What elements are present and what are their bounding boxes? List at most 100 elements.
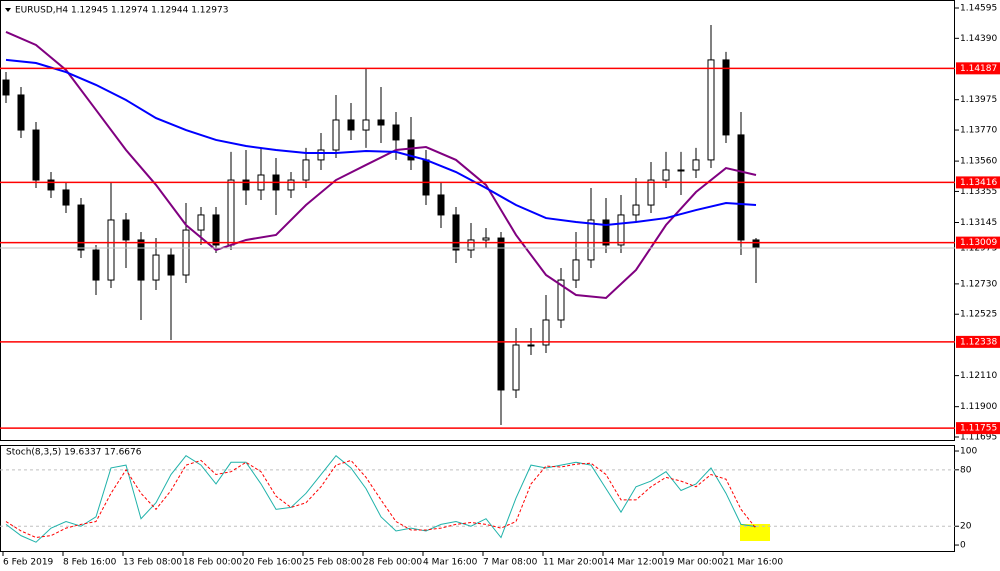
x-tick-label: 4 Mar 16:00 (423, 558, 478, 568)
stoch-line (5, 459, 757, 539)
hline-label-box (956, 422, 1000, 435)
hline-label-box (956, 236, 1000, 249)
y-tick-label: 1.12110 (960, 371, 997, 381)
y-tick-label: 1.13145 (960, 218, 997, 228)
candle-body (137, 239, 145, 281)
hline-label-box (956, 62, 1000, 75)
y-tick-label: 1.13975 (960, 95, 997, 105)
candle-body (617, 214, 625, 246)
candle-body (737, 134, 745, 241)
candle-body (62, 189, 70, 206)
candle-body (302, 159, 310, 181)
candle-body (752, 239, 760, 249)
y-tick-label: 0 (960, 541, 966, 551)
candle-body (452, 214, 460, 251)
stoch-title: Stoch(8,3,5) 19.6337 17.6676 (6, 448, 142, 458)
candle-body (632, 204, 640, 216)
hline-label: 1.11755 (960, 424, 997, 434)
y-tick-label: 1.13560 (960, 157, 997, 167)
stoch-line (5, 455, 757, 543)
hline-label-box (956, 335, 1000, 348)
candle-body (527, 344, 535, 347)
candle-body (467, 239, 475, 251)
candle-body (107, 219, 115, 281)
y-tick-label: 1.14595 (960, 3, 997, 13)
candle-body (407, 139, 415, 161)
hline-label-box (956, 176, 1000, 189)
moving-average (5, 31, 757, 299)
hline-label: 1.12338 (960, 337, 997, 347)
candle-body (287, 179, 295, 191)
x-tick-label: 7 Mar 08:00 (483, 558, 538, 568)
candle-body (347, 119, 355, 131)
candle-body (422, 159, 430, 196)
hline-label: 1.13416 (960, 178, 997, 188)
candle-body (317, 149, 325, 161)
candle-body (512, 344, 520, 391)
candle-body (572, 259, 580, 281)
candle-body (377, 119, 385, 126)
x-tick-label: 18 Feb 00:00 (183, 558, 242, 568)
chart-title: EURUSD,H4 1.12945 1.12974 1.12944 1.1297… (15, 6, 228, 16)
candle-body (47, 179, 55, 191)
y-tick-label: 100 (960, 447, 977, 457)
candle-body (557, 279, 565, 321)
candle-body (692, 159, 700, 171)
x-tick-label: 20 Feb 16:00 (243, 558, 302, 568)
candle-body (122, 219, 130, 241)
x-tick-label: 21 Mar 16:00 (723, 558, 783, 568)
x-tick-label: 25 Feb 08:00 (303, 558, 362, 568)
candle-body (587, 219, 595, 261)
y-tick-label: 1.13770 (960, 126, 997, 136)
candle-body (722, 59, 730, 136)
candle-body (17, 94, 25, 131)
candle-body (227, 179, 235, 246)
moving-average (5, 58, 757, 227)
y-tick-label: 80 (960, 465, 972, 475)
highlight (740, 524, 770, 541)
y-tick-label: 1.12730 (960, 279, 997, 289)
candle-body (362, 119, 370, 131)
y-tick-label: 1.11695 (960, 433, 997, 443)
y-tick-label: 1.11900 (960, 402, 997, 412)
menu-arrow (5, 8, 11, 12)
hline-label: 1.14187 (960, 64, 997, 74)
x-tick-label: 11 Mar 20:00 (543, 558, 603, 568)
y-tick-label: 1.12525 (960, 310, 997, 320)
x-tick-label: 6 Feb 2019 (3, 558, 54, 568)
candle-body (212, 214, 220, 246)
candle-body (152, 254, 160, 281)
candle-body (167, 254, 175, 276)
candle-body (602, 219, 610, 246)
candle-body (32, 129, 40, 181)
candle-body (92, 249, 100, 281)
candle-body (482, 237, 490, 241)
hline-label: 1.13009 (960, 238, 997, 248)
candle-body (437, 194, 445, 216)
candle-body (182, 229, 190, 276)
x-tick-label: 13 Feb 08:00 (123, 558, 182, 568)
candle-body (662, 169, 670, 181)
stoch-frame (0, 445, 955, 552)
x-tick-label: 14 Mar 12:00 (603, 558, 663, 568)
candle-body (542, 319, 550, 346)
candle-body (242, 179, 250, 191)
candle-body (497, 237, 505, 391)
x-tick-label: 8 Feb 16:00 (63, 558, 117, 568)
candle-body (77, 204, 85, 251)
y-tick-label: 20 (960, 522, 972, 532)
candle-body (647, 179, 655, 206)
candle-body (332, 119, 340, 151)
candle-body (707, 59, 715, 161)
y-tick-label: 1.14390 (960, 34, 997, 44)
x-tick-label: 19 Mar 00:00 (663, 558, 723, 568)
main-frame (0, 0, 955, 441)
y-tick-label: 1.13355 (960, 187, 997, 197)
candle-body (677, 169, 685, 172)
x-tick-label: 28 Feb 00:00 (363, 558, 422, 568)
candle-body (2, 79, 10, 96)
candle-body (392, 124, 400, 141)
candle-body (197, 214, 205, 231)
